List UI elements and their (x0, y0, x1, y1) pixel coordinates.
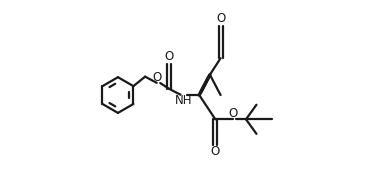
Text: O: O (165, 50, 174, 63)
Text: O: O (229, 107, 237, 120)
Text: O: O (211, 145, 220, 158)
Text: O: O (216, 12, 225, 25)
Text: O: O (152, 70, 161, 84)
Text: NH: NH (175, 94, 192, 107)
